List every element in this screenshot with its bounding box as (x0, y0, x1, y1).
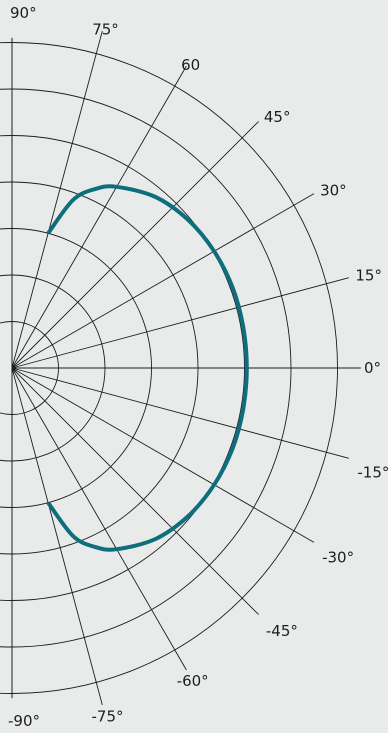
tick-label-neg45: -45° (266, 622, 298, 640)
ray-75 (11, 30, 103, 369)
tick-label-neg30: -30° (322, 549, 354, 567)
tick-label-90: 90° (10, 4, 37, 22)
ray--15 (11, 367, 350, 459)
tick-label-30: 30° (320, 181, 347, 199)
ray-45 (11, 121, 259, 369)
series-curve-0 (46, 184, 249, 552)
tick-label-75: 75° (92, 21, 119, 39)
ray--30 (11, 367, 315, 543)
grid-rays (11, 30, 361, 706)
tick-label-45: 45° (264, 108, 291, 126)
series-layer (46, 184, 249, 552)
tick-label-0: 0° (364, 359, 381, 377)
ray-30 (11, 193, 315, 369)
ray--60 (11, 367, 187, 671)
tick-label-neg60: -60° (177, 672, 209, 690)
tick-label-60: 60 (181, 56, 200, 74)
tick-label-neg75: -75° (92, 707, 124, 725)
ray--75 (11, 367, 103, 706)
tick-label-15: 15° (355, 267, 382, 285)
tick-labels: 90° 75° 60 45° 30° 15° 0° -15° -30° -45° -60° -75° -… (8, 4, 388, 730)
ray-60 (11, 65, 187, 369)
tick-label-neg15: -15° (357, 464, 388, 482)
tick-label-neg90: -90° (8, 712, 40, 730)
ray-15 (11, 277, 350, 369)
ray--45 (11, 367, 259, 615)
